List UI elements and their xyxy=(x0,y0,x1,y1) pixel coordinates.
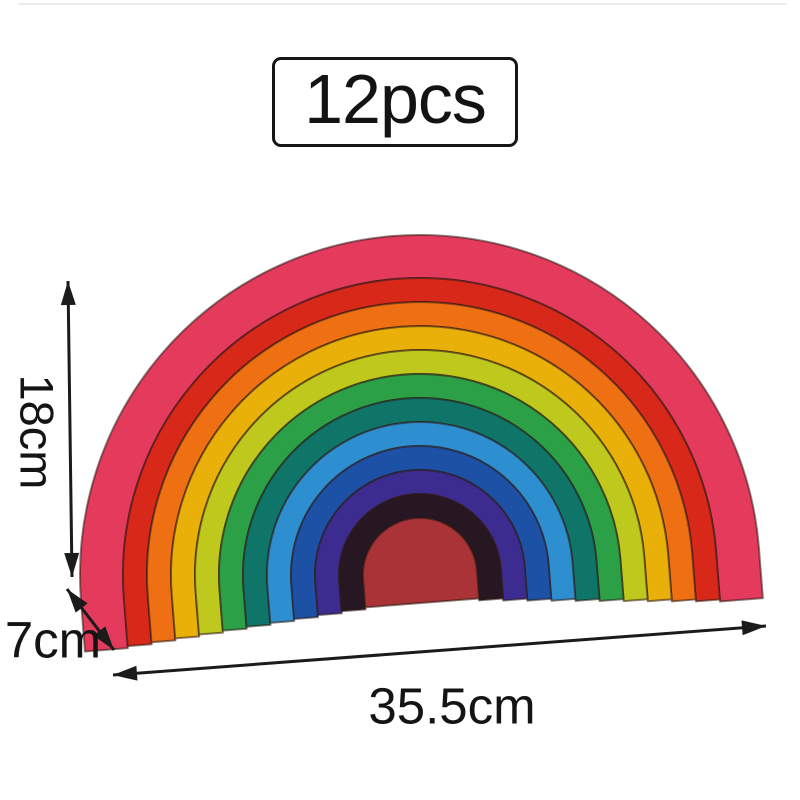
photo-top-edge-line xyxy=(18,3,786,5)
depth-dimension-arrow xyxy=(65,588,116,651)
piece-count-label: 12pcs xyxy=(304,60,487,138)
depth-dimension-label: 7cm xyxy=(4,611,102,669)
height-dimension-arrow xyxy=(60,280,80,578)
width-dimension-label: 35.5cm xyxy=(368,677,536,735)
piece-count-badge: 12pcs xyxy=(272,57,518,147)
width-dimension-arrow xyxy=(112,620,767,681)
height-dimension-label: 18cm xyxy=(10,374,64,490)
rainbow-stacker xyxy=(79,234,764,653)
dimension-arrows xyxy=(60,280,767,681)
piece-12-center-half-disc xyxy=(362,517,481,609)
